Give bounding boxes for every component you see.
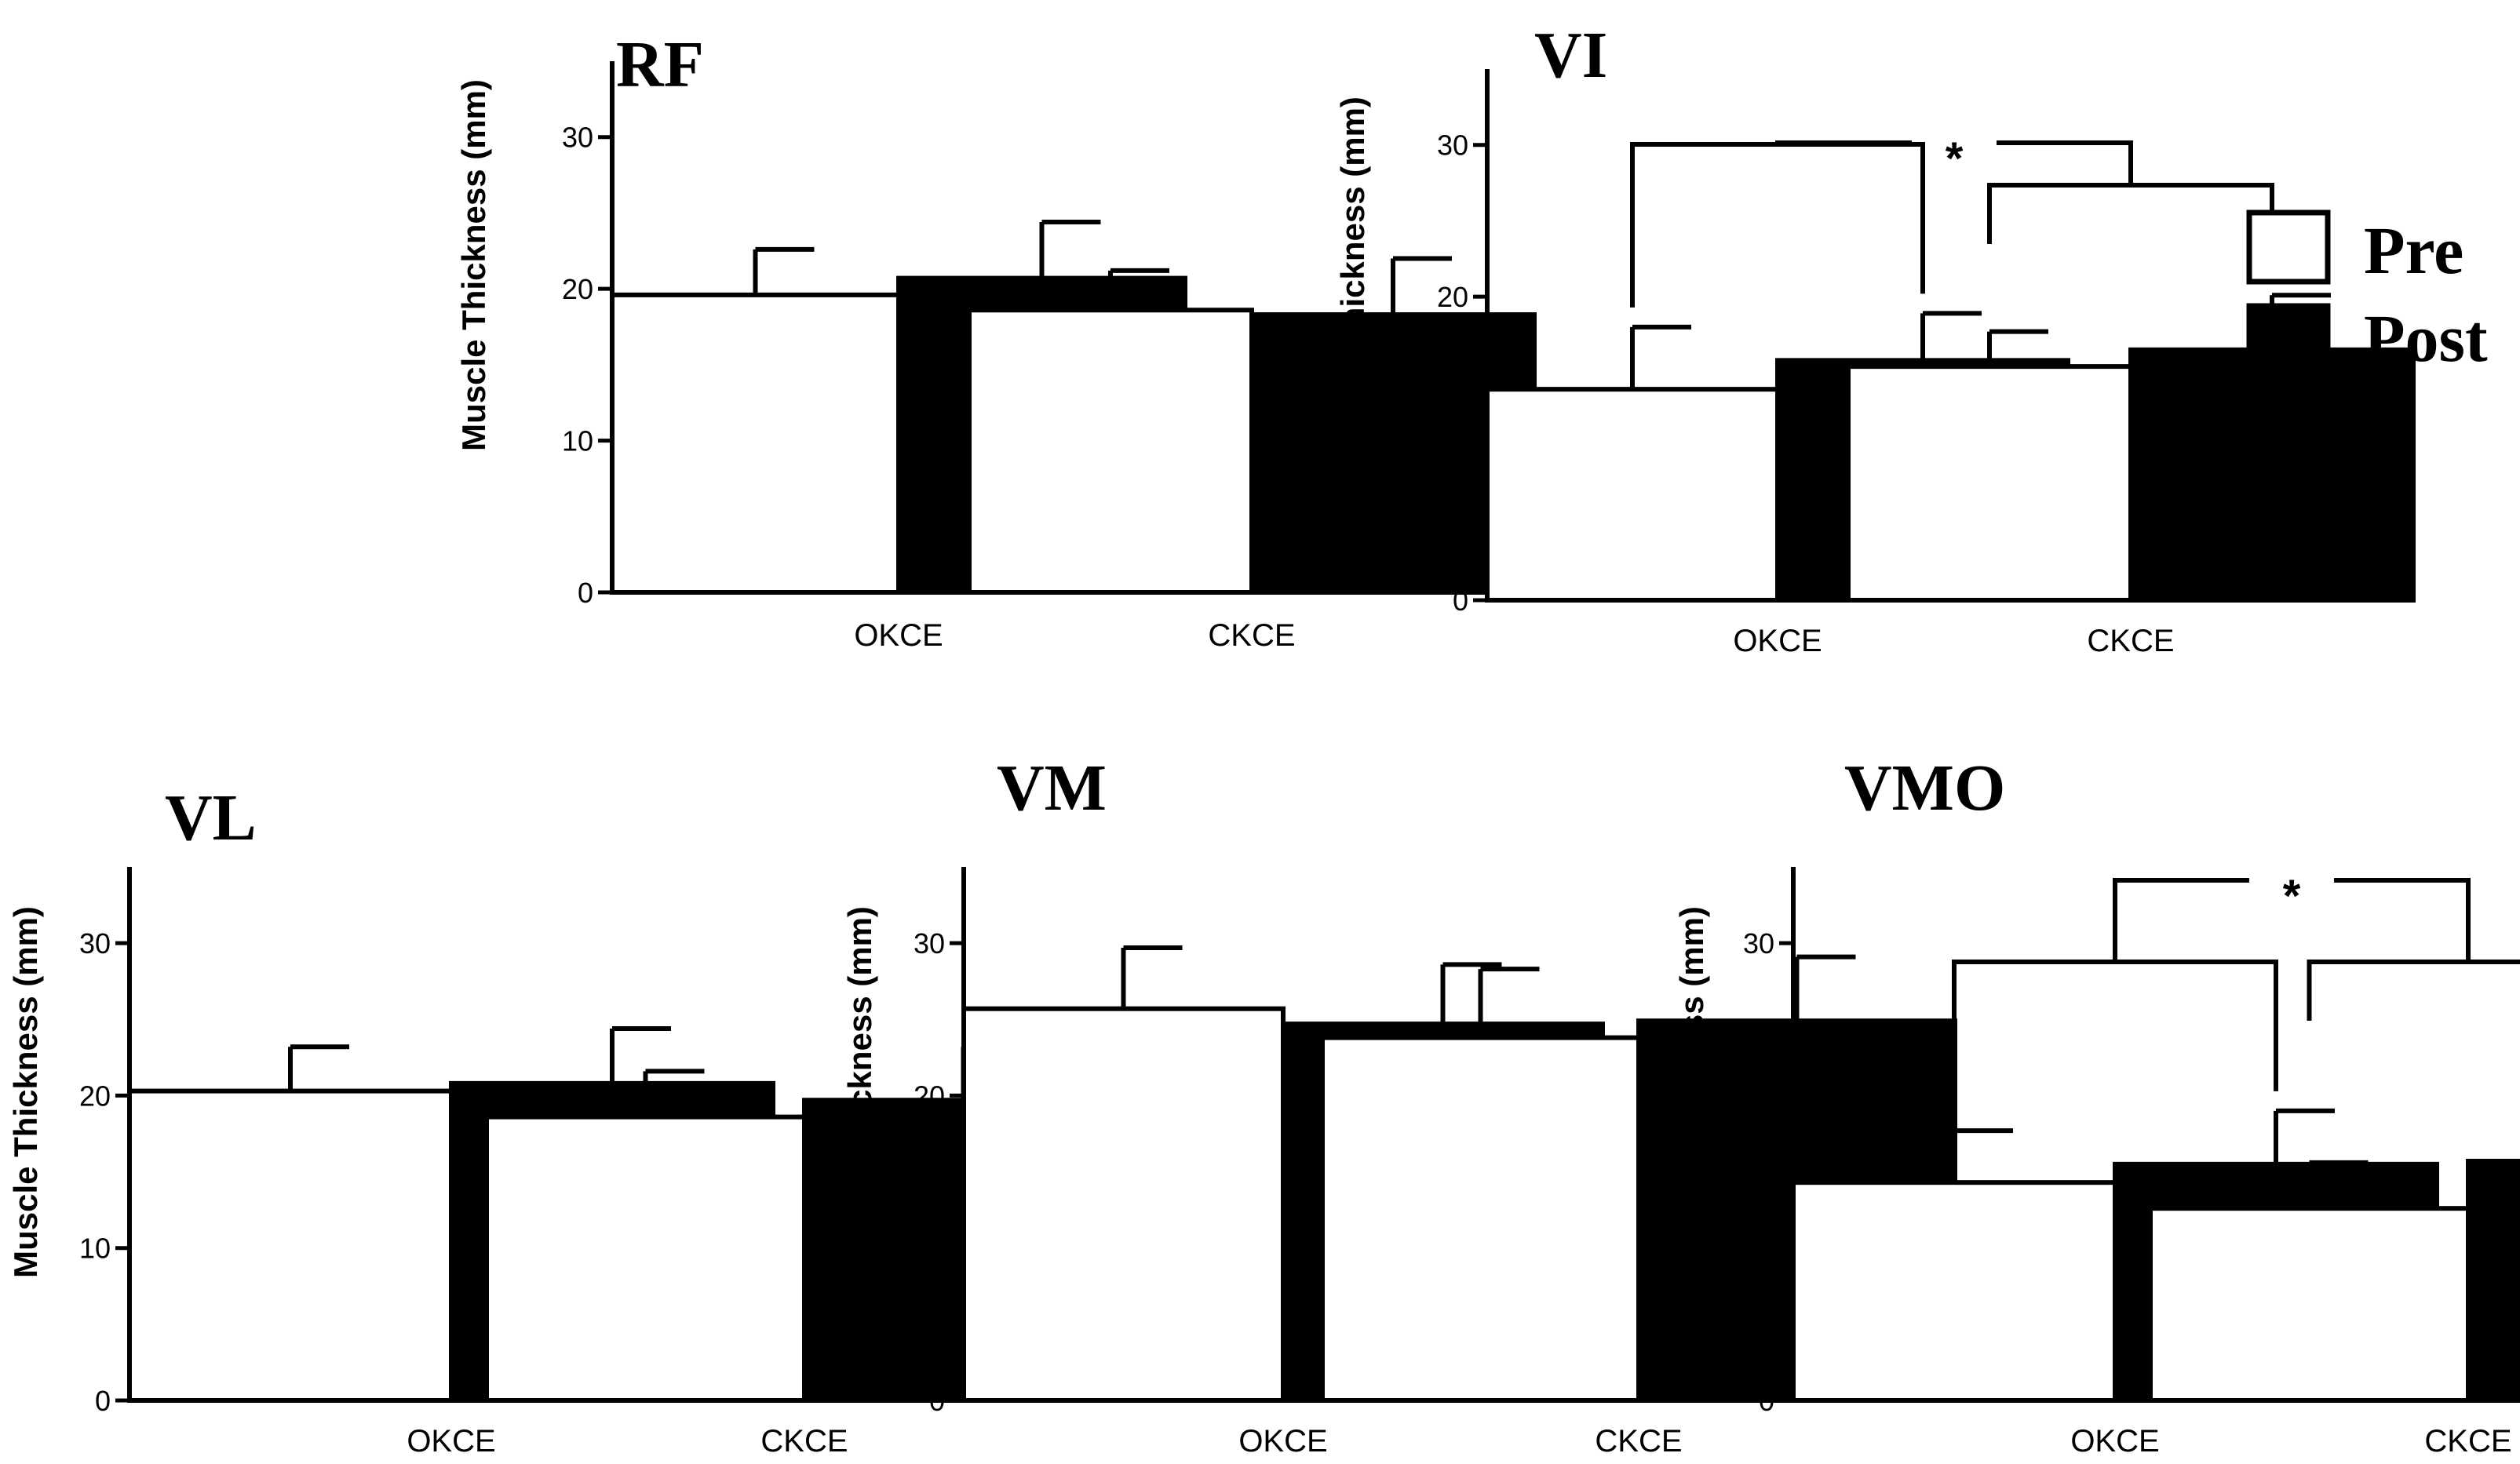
y-tick-label: 0 bbox=[578, 577, 593, 609]
significance-bracket-ckce bbox=[2307, 960, 2520, 1021]
significance-bracket-okce bbox=[1630, 142, 1925, 308]
x-tick-label: OKCE bbox=[1733, 624, 1822, 658]
y-tick-label: 30 bbox=[1743, 927, 1774, 960]
y-tick-label: 20 bbox=[79, 1080, 111, 1112]
x-tick-label: OKCE bbox=[1238, 1424, 1327, 1459]
bar-pre-okce bbox=[127, 1088, 454, 1403]
legend: Pre Post bbox=[2246, 209, 2488, 378]
y-tick-label: 20 bbox=[562, 273, 593, 305]
bar-pre-okce bbox=[961, 1006, 1286, 1403]
y-axis-label: Muscle Thickness (mm) bbox=[841, 906, 878, 1278]
bar-pre-okce bbox=[1791, 1180, 2117, 1403]
y-tick-label: 20 bbox=[914, 1080, 945, 1112]
y-tick-label: 30 bbox=[1437, 129, 1468, 162]
bar-pre-ckce bbox=[967, 308, 1254, 595]
y-axis-label: Muscle Thickness (mm) bbox=[7, 906, 44, 1278]
x-tick-label: CKCE bbox=[2424, 1424, 2511, 1459]
panel-rf: RF Muscle Thickness (mm) 0 10 20 30 OKCE CKCE bbox=[455, 28, 1537, 653]
bar-pre-ckce bbox=[1846, 364, 2133, 603]
x-tick-label: CKCE bbox=[2087, 624, 2174, 658]
panel-vi: VI Muscle Thickness (mm) 0 10 20 30 OKCE CKCE * bbox=[1334, 19, 2416, 658]
x-tick-label: CKCE bbox=[1208, 618, 1295, 653]
panel-vl: VL Muscle Thickness (mm) 0 10 20 30 OKCE CKCE bbox=[7, 781, 1125, 1459]
significance-bracket-okce bbox=[1952, 960, 2278, 1112]
y-tick-label: 10 bbox=[562, 425, 593, 457]
y-tick-label: 0 bbox=[929, 1385, 945, 1417]
legend-label-post: Post bbox=[2364, 300, 2488, 376]
legend-swatch-post bbox=[2246, 303, 2331, 378]
y-axis-label: Muscle Thickness (mm) bbox=[455, 79, 492, 451]
y-tick-label: 20 bbox=[1437, 281, 1468, 313]
significance-bracket-ckce bbox=[1987, 183, 2274, 244]
y-tick-label: 30 bbox=[562, 122, 593, 154]
significance-star: * bbox=[1946, 133, 1964, 184]
panel-title: VL bbox=[165, 781, 257, 854]
y-tick-label: 0 bbox=[1759, 1385, 1774, 1417]
x-tick-label: CKCE bbox=[760, 1424, 848, 1459]
x-tick-label: OKCE bbox=[854, 618, 943, 653]
y-axis-label: Muscle Thickness (mm) bbox=[1334, 97, 1371, 468]
legend-swatch-pre bbox=[2246, 209, 2331, 285]
bar-pre-okce bbox=[1485, 387, 1780, 603]
y-tick-label: 0 bbox=[95, 1385, 111, 1417]
y-tick-label: 10 bbox=[914, 1233, 945, 1265]
significance-star: * bbox=[2283, 871, 2301, 922]
panel-vmo: VMO Muscle Thickness (mm) 0 10 20 30 OKCE CKCE * bbox=[1673, 752, 2520, 1459]
y-tick-label: 0 bbox=[1453, 585, 1468, 617]
y-tick-label: 10 bbox=[1743, 1233, 1774, 1265]
panel-title: VMO bbox=[1844, 752, 2005, 825]
panel-vm: VM Muscle Thickness (mm) 0 10 20 30 OKCE CKCE bbox=[841, 752, 1957, 1459]
y-tick-label: 30 bbox=[79, 927, 111, 960]
bar-pre-ckce bbox=[2148, 1206, 2471, 1403]
panel-title: RF bbox=[616, 28, 704, 101]
bar-pre-ckce bbox=[484, 1114, 807, 1403]
bar-post-ckce bbox=[2128, 347, 2416, 603]
bar-pre-ckce bbox=[1320, 1035, 1641, 1403]
x-tick-label: CKCE bbox=[1595, 1424, 1682, 1459]
significance-bracket-main-right bbox=[2334, 878, 2471, 962]
legend-label-pre: Pre bbox=[2364, 213, 2463, 288]
y-tick-label: 10 bbox=[1437, 433, 1468, 465]
significance-bracket-main-right bbox=[1997, 140, 2133, 185]
x-tick-label: OKCE bbox=[2070, 1424, 2159, 1459]
x-tick-label: OKCE bbox=[407, 1424, 495, 1459]
y-axis-label: Muscle Thickness (mm) bbox=[1673, 906, 1710, 1278]
panel-title: VM bbox=[997, 752, 1107, 825]
bar-pre-okce bbox=[610, 292, 901, 595]
significance-bracket-main-left bbox=[1775, 140, 1912, 145]
bar-post-ckce bbox=[2466, 1158, 2520, 1403]
y-tick-label: 10 bbox=[79, 1233, 111, 1265]
significance-bracket-main-left bbox=[2113, 878, 2249, 962]
y-tick-label: 30 bbox=[914, 927, 945, 960]
y-tick-label: 20 bbox=[1743, 1080, 1774, 1112]
panel-title: VI bbox=[1534, 19, 1607, 92]
